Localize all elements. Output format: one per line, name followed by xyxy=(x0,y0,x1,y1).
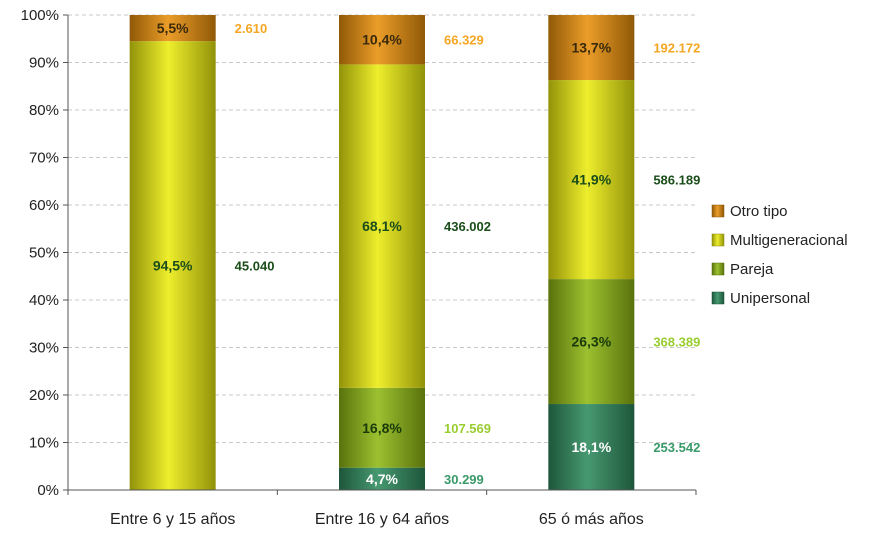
bars xyxy=(129,15,635,490)
y-tick-label: 60% xyxy=(29,197,59,214)
bar-segment xyxy=(548,279,635,405)
percent-label: 18,1% xyxy=(571,439,611,455)
y-tick-label: 20% xyxy=(29,387,59,404)
data-labels: 94,5% 45.040 5,5% 2.610 4,7% 30.299 16,8% 107.5… xyxy=(153,20,701,487)
count-label: 368.389 xyxy=(653,335,700,350)
percent-label: 5,5% xyxy=(157,20,189,36)
percent-label: 41,9% xyxy=(571,172,611,188)
count-label: 2.610 xyxy=(235,21,268,36)
y-tick-label: 100% xyxy=(21,7,59,24)
legend-swatch xyxy=(711,291,725,305)
count-label: 30.299 xyxy=(444,472,484,487)
bar-segment xyxy=(548,404,635,490)
legend-swatch xyxy=(711,204,725,218)
x-tick-label: 65 ó más años xyxy=(539,511,644,528)
bar-segment xyxy=(548,80,635,280)
y-tick-label: 70% xyxy=(29,150,59,167)
count-label: 586.189 xyxy=(653,173,700,188)
percent-label: 16,8% xyxy=(362,420,402,436)
percent-label: 26,3% xyxy=(571,334,611,350)
x-tick-label: Entre 16 y 64 años xyxy=(315,511,449,528)
legend-label: Multigeneracional xyxy=(730,232,848,249)
y-tick-label: 40% xyxy=(29,292,59,309)
count-label: 192.172 xyxy=(653,41,700,56)
y-tick-label: 90% xyxy=(29,55,59,72)
bar-segment xyxy=(339,64,425,388)
percent-label: 94,5% xyxy=(153,258,193,274)
percent-label: 68,1% xyxy=(362,218,402,234)
y-tick-label: 30% xyxy=(29,340,59,357)
legend-label: Unipersonal xyxy=(730,290,810,307)
legend-swatch xyxy=(711,233,725,247)
legend-label: Otro tipo xyxy=(730,203,788,220)
bar-segment xyxy=(339,15,425,65)
bar-segment xyxy=(339,387,425,468)
legend: Otro tipo Multigeneracional Pareja Uniperso… xyxy=(711,203,848,307)
bar-segment xyxy=(548,15,635,81)
bar-segment xyxy=(129,15,216,42)
percent-label: 10,4% xyxy=(362,32,402,48)
legend-label: Pareja xyxy=(730,261,774,278)
x-tick-label: Entre 6 y 15 años xyxy=(110,511,235,528)
count-label: 107.569 xyxy=(444,421,491,436)
legend-swatch xyxy=(711,262,725,276)
y-tick-label: 0% xyxy=(37,482,59,499)
y-tick-label: 50% xyxy=(29,245,59,262)
y-tick-label: 10% xyxy=(29,435,59,452)
count-label: 253.542 xyxy=(653,440,700,455)
y-tick-label: 80% xyxy=(29,102,59,119)
bar-segment xyxy=(339,467,425,490)
count-label: 66.329 xyxy=(444,33,484,48)
axes: 0% 10% 20% 30% 40% 50% 60% 70% 80% 90% 100% Entre 6… xyxy=(21,7,697,528)
bar-segment xyxy=(129,41,216,490)
count-label: 436.002 xyxy=(444,219,491,234)
percent-label: 13,7% xyxy=(571,40,611,56)
percent-label: 4,7% xyxy=(366,471,398,487)
count-label: 45.040 xyxy=(235,259,275,274)
